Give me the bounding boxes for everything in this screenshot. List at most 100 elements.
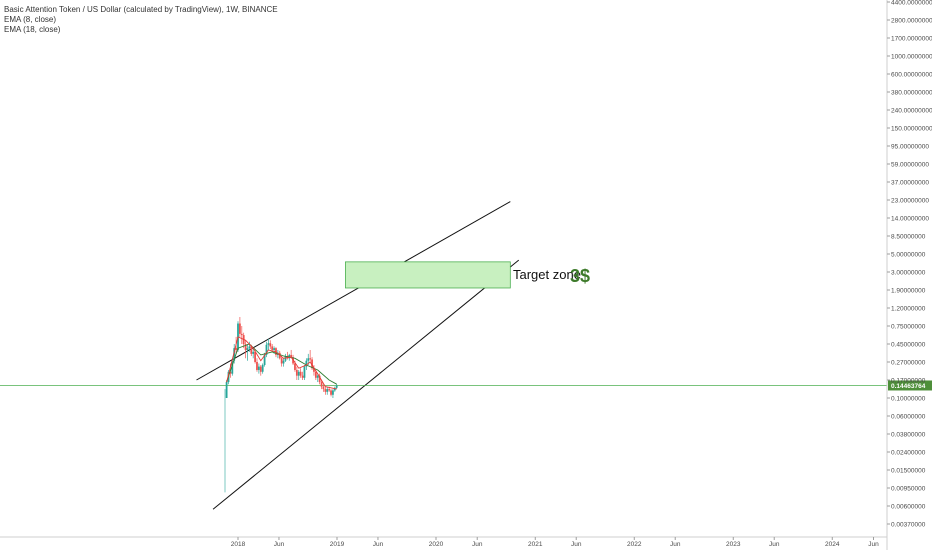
trend-lines — [196, 201, 520, 510]
candle-body — [326, 389, 329, 392]
candle-body — [269, 343, 272, 347]
candle-body — [271, 346, 274, 350]
time-tick-label: Jun — [571, 541, 582, 548]
candle-body — [250, 346, 253, 354]
candle-body — [229, 371, 232, 374]
candles — [224, 316, 338, 493]
price-tick-label: 0.00600000 — [891, 503, 926, 510]
last-price-label: 0.14463764 — [891, 383, 926, 390]
price-tick-label: 150.00000000 — [891, 125, 932, 132]
candle-body — [330, 390, 332, 395]
candle-body — [314, 371, 317, 378]
price-tick-label: 14.00000000 — [891, 215, 929, 222]
price-tick-label: 8.50000000 — [891, 233, 926, 240]
candle-body — [256, 362, 258, 370]
target-zone — [345, 261, 511, 289]
candle-body — [288, 354, 291, 359]
time-tick-label: Jun — [769, 541, 780, 548]
candle-body — [290, 354, 293, 358]
candle-body — [297, 371, 300, 376]
candle-body — [259, 366, 262, 372]
annotation: Target zone 3$ — [513, 266, 590, 286]
candle-body — [303, 366, 306, 378]
time-tick-label: Jun — [472, 541, 483, 548]
candle-body — [252, 351, 255, 354]
candle-body — [316, 375, 319, 378]
time-tick-label: 2022 — [627, 541, 642, 548]
candle-body — [307, 358, 310, 361]
candle-body — [332, 390, 334, 395]
target-zone-label: Target zone — [513, 267, 581, 282]
price-tick-label: 1.20000000 — [891, 305, 926, 312]
price-tick-label: 0.00950000 — [891, 485, 926, 492]
price-tick-label: 0.02400000 — [891, 449, 926, 456]
price-tick-label: 2800.00000000 — [891, 17, 932, 24]
time-tick-label: 2023 — [726, 541, 741, 548]
candle-body — [294, 363, 296, 370]
price-tick-label: 59.00000000 — [891, 161, 929, 168]
time-tick-label: 2024 — [825, 541, 840, 548]
candle-body — [233, 348, 236, 361]
candle-body — [301, 375, 304, 378]
time-tick-label: 2018 — [231, 541, 246, 548]
price-tick-label: 0.27000000 — [891, 359, 926, 366]
price-tick-label: 0.75000000 — [891, 323, 926, 330]
candle-body — [263, 354, 266, 365]
price-tick-label: 240.00000000 — [891, 107, 932, 114]
price-tick-label: 95.00000000 — [891, 143, 929, 150]
ema-fast-label: EMA (8, close) — [4, 15, 57, 24]
target-zone-value: 3$ — [570, 266, 590, 286]
price-tick-label: 0.03800000 — [891, 431, 926, 438]
price-tick-label: 0.17000000 — [891, 377, 926, 384]
time-axis[interactable]: 2018 Jun 2019 Jun 2020 Jun 2021 Jun 2022 Jun 2023 J… — [0, 536, 887, 548]
time-tick-label: Jun — [373, 541, 384, 548]
candle-body — [335, 385, 338, 388]
candle-body — [305, 360, 308, 367]
target-zone-box — [345, 261, 511, 289]
chart-legend: Basic Attention Token / US Dollar (calcu… — [4, 5, 278, 35]
price-tick-label: 0.01500000 — [891, 467, 926, 474]
price-tick-label: 600.00000000 — [891, 71, 932, 78]
last-price-badge — [888, 380, 932, 391]
candle-body — [235, 348, 238, 350]
ema-slow-label: EMA (18, close) — [4, 25, 61, 34]
symbol-title: Basic Attention Token / US Dollar (calcu… — [4, 5, 278, 14]
time-tick-label: 2020 — [429, 541, 444, 548]
ema-fast-line — [226, 336, 337, 390]
candle-body — [309, 358, 312, 360]
time-tick-label: Jun — [868, 541, 879, 548]
ema-slow-line — [226, 343, 337, 385]
price-tick-label: 1000.00000000 — [891, 53, 932, 60]
candle-body — [311, 359, 313, 369]
time-tick-label: Jun — [274, 541, 285, 548]
candle-body — [231, 360, 234, 374]
candle-body — [246, 348, 249, 350]
price-tick-label: 5.00000000 — [891, 251, 926, 258]
candle-body — [299, 371, 302, 376]
candle-body — [313, 368, 315, 372]
time-tick-label: Jun — [670, 541, 681, 548]
candle-body — [254, 351, 256, 362]
candle-body — [267, 343, 270, 345]
candle-body — [273, 348, 275, 350]
price-tick-label: 0.00370000 — [891, 521, 926, 528]
price-tick-label: 4400.00000000 — [891, 0, 932, 6]
candle-body — [244, 344, 247, 350]
candle-body — [328, 389, 331, 391]
time-tick-label: 2021 — [528, 541, 543, 548]
price-tick-label: 0.06000000 — [891, 413, 926, 420]
candle-body — [238, 323, 241, 334]
price-tick-label: 23.00000000 — [891, 197, 929, 204]
candle-body — [320, 382, 323, 387]
candle-body — [282, 360, 285, 364]
ema-lines — [226, 336, 337, 390]
candle-body — [295, 369, 298, 376]
current-price-line: 0.14463764 — [0, 380, 932, 391]
candle-body — [318, 375, 321, 383]
price-tick-label: 3.00000000 — [891, 269, 926, 276]
candle-body — [322, 386, 325, 390]
price-axis[interactable]: 4400.00000000 2800.00000000 1700.00000000 1… — [886, 0, 932, 550]
price-tick-label: 0.45000000 — [891, 341, 926, 348]
candle-body — [257, 366, 260, 370]
